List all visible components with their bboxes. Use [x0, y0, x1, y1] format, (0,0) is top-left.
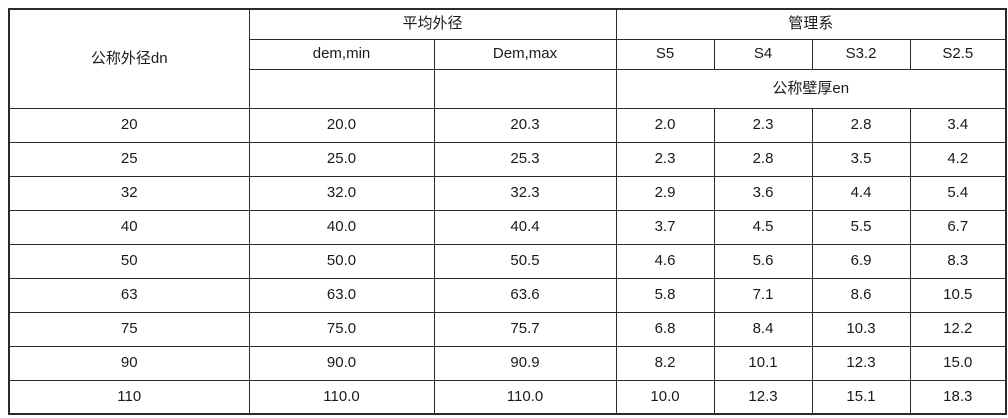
cell-s32: 4.4 — [811, 175, 911, 211]
cell-dem-min: 63.0 — [248, 277, 435, 313]
cell-s32: 10.3 — [811, 311, 911, 347]
cell-s32: 6.9 — [811, 243, 911, 279]
cell-dn: 75 — [8, 311, 250, 347]
table-row: 110 110.0 110.0 10.0 12.3 15.1 18.3 — [8, 379, 1007, 415]
cell-s25: 3.4 — [909, 107, 1007, 143]
table-body: 20 20.0 20.3 2.0 2.3 2.8 3.4 25 25.0 25.… — [8, 107, 1007, 415]
cell-dem-max: 50.5 — [433, 243, 617, 279]
cell-dem-max: 63.6 — [433, 277, 617, 313]
cell-s4: 2.3 — [713, 107, 813, 143]
pipe-dimension-table: 公称外径dn 平均外径 管理系 dem,min Dem,max S5 S4 S3… — [8, 8, 1008, 415]
cell-dem-max: 20.3 — [433, 107, 617, 143]
cell-s5: 2.3 — [615, 141, 715, 177]
cell-dem-min: 25.0 — [248, 141, 435, 177]
cell-s25: 10.5 — [909, 277, 1007, 313]
cell-s32: 3.5 — [811, 141, 911, 177]
cell-dn: 40 — [8, 209, 250, 245]
header-row-subcolumns: dem,min Dem,max S5 S4 S3.2 S2.5 — [9, 38, 1007, 70]
cell-dem-max: 110.0 — [433, 379, 617, 415]
cell-s5: 2.9 — [615, 175, 715, 211]
cell-dn: 90 — [8, 345, 250, 381]
header-group-series: 管理系 — [615, 8, 1007, 40]
cell-s5: 4.6 — [615, 243, 715, 279]
cell-s4: 12.3 — [713, 379, 813, 415]
cell-s32: 8.6 — [811, 277, 911, 313]
cell-dem-min: 90.0 — [248, 345, 435, 381]
cell-s4: 7.1 — [713, 277, 813, 313]
cell-s5: 3.7 — [615, 209, 715, 245]
header-nominal-wall-thickness: 公称壁厚en — [615, 68, 1007, 109]
table-row: 40 40.0 40.4 3.7 4.5 5.5 6.7 — [8, 209, 1007, 245]
table-row: 32 32.0 32.3 2.9 3.6 4.4 5.4 — [8, 175, 1007, 211]
header-group-mean-outer-diameter: 平均外径 — [248, 8, 617, 40]
header-dem-min-spacer — [248, 68, 435, 109]
cell-dem-max: 32.3 — [433, 175, 617, 211]
cell-s4: 8.4 — [713, 311, 813, 347]
cell-s25: 15.0 — [909, 345, 1007, 381]
cell-s32: 2.8 — [811, 107, 911, 143]
header-dem-max: Dem,max — [433, 38, 617, 70]
cell-s4: 2.8 — [713, 141, 813, 177]
cell-dn: 63 — [8, 277, 250, 313]
header-series-s32: S3.2 — [811, 38, 911, 70]
table-row: 90 90.0 90.9 8.2 10.1 12.3 15.0 — [8, 345, 1007, 381]
cell-dem-max: 25.3 — [433, 141, 617, 177]
cell-s25: 5.4 — [909, 175, 1007, 211]
cell-dn: 110 — [8, 379, 250, 415]
table-header: 公称外径dn 平均外径 管理系 dem,min Dem,max S5 S4 S3… — [8, 8, 1007, 109]
cell-s5: 6.8 — [615, 311, 715, 347]
cell-dn: 25 — [8, 141, 250, 177]
cell-dem-max: 40.4 — [433, 209, 617, 245]
cell-dem-min: 75.0 — [248, 311, 435, 347]
header-row-wall-thickness: 公称壁厚en — [9, 68, 1007, 109]
cell-s5: 2.0 — [615, 107, 715, 143]
cell-s5: 10.0 — [615, 379, 715, 415]
cell-s4: 10.1 — [713, 345, 813, 381]
header-row-groups: 公称外径dn 平均外径 管理系 — [8, 8, 1007, 109]
spec-table-container: 公称外径dn 平均外径 管理系 dem,min Dem,max S5 S4 S3… — [8, 8, 1008, 415]
header-dem-min: dem,min — [248, 38, 435, 70]
header-series-s25: S2.5 — [909, 38, 1007, 70]
table-row: 25 25.0 25.3 2.3 2.8 3.5 4.2 — [8, 141, 1007, 177]
cell-s5: 8.2 — [615, 345, 715, 381]
cell-dem-min: 50.0 — [248, 243, 435, 279]
table-row: 75 75.0 75.7 6.8 8.4 10.3 12.2 — [8, 311, 1007, 347]
cell-s5: 5.8 — [615, 277, 715, 313]
header-series-s4: S4 — [713, 38, 813, 70]
cell-s25: 18.3 — [909, 379, 1007, 415]
cell-s32: 5.5 — [811, 209, 911, 245]
cell-dn: 50 — [8, 243, 250, 279]
cell-dem-min: 20.0 — [248, 107, 435, 143]
cell-s32: 15.1 — [811, 379, 911, 415]
header-nominal-outer-diameter: 公称外径dn — [8, 8, 250, 109]
cell-s4: 3.6 — [713, 175, 813, 211]
cell-dem-max: 90.9 — [433, 345, 617, 381]
cell-s25: 4.2 — [909, 141, 1007, 177]
cell-dem-min: 110.0 — [248, 379, 435, 415]
table-row: 20 20.0 20.3 2.0 2.3 2.8 3.4 — [8, 107, 1007, 143]
cell-dn: 32 — [8, 175, 250, 211]
table-row: 50 50.0 50.5 4.6 5.6 6.9 8.3 — [8, 243, 1007, 279]
cell-s25: 8.3 — [909, 243, 1007, 279]
cell-dem-min: 40.0 — [248, 209, 435, 245]
header-series-s5: S5 — [615, 38, 715, 70]
cell-s25: 12.2 — [909, 311, 1007, 347]
cell-s4: 5.6 — [713, 243, 813, 279]
table-row: 63 63.0 63.6 5.8 7.1 8.6 10.5 — [8, 277, 1007, 313]
cell-s4: 4.5 — [713, 209, 813, 245]
cell-dem-min: 32.0 — [248, 175, 435, 211]
cell-s25: 6.7 — [909, 209, 1007, 245]
header-dem-max-spacer — [433, 68, 617, 109]
cell-dn: 20 — [8, 107, 250, 143]
cell-dem-max: 75.7 — [433, 311, 617, 347]
cell-s32: 12.3 — [811, 345, 911, 381]
